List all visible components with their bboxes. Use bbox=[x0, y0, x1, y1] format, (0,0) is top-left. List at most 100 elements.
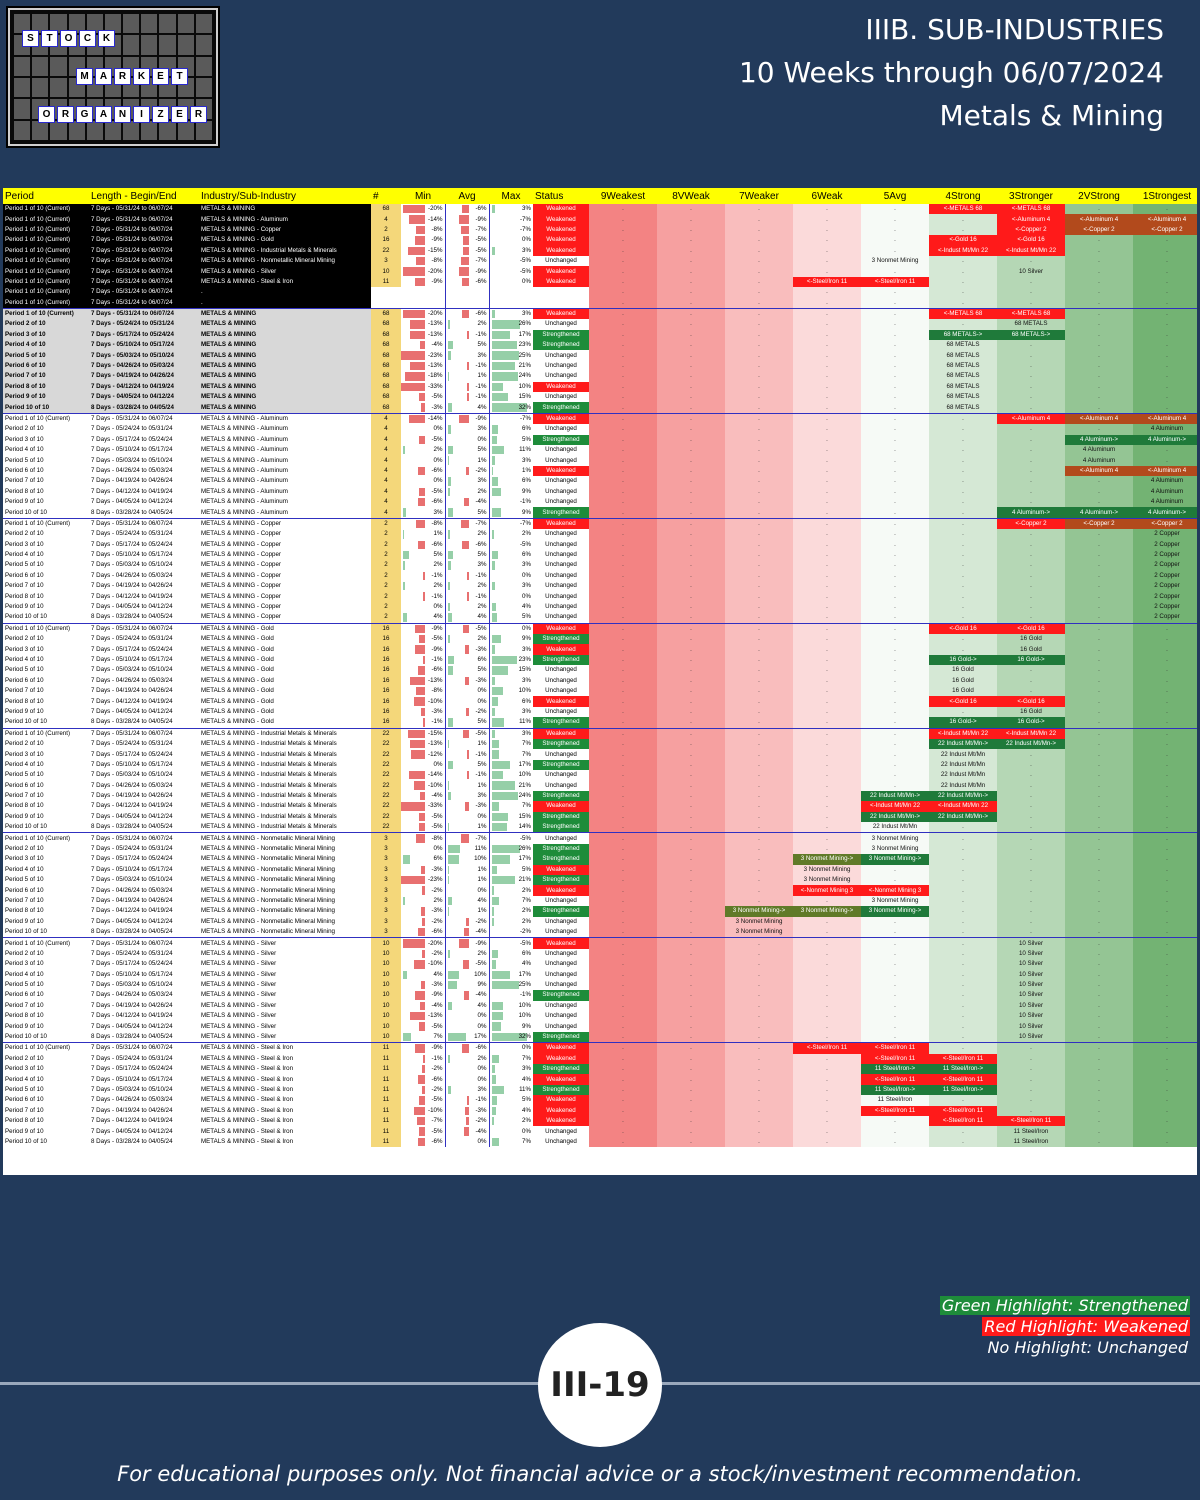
zone-cell-2VStrong: . bbox=[1065, 204, 1133, 215]
zone-cell-2VStrong: <-Aluminum 4 bbox=[1065, 465, 1133, 477]
zone-cell-2VStrong: . bbox=[1065, 948, 1133, 960]
zone-cell-1Strongest: . bbox=[1133, 455, 1197, 466]
zone-cell-5Avg: . bbox=[861, 465, 929, 477]
length-cell: 7 Days - 04/26/24 to 05/03/24 bbox=[91, 571, 173, 579]
zone-cell-5Avg: <-Steel/Iron 11 bbox=[861, 1105, 929, 1116]
min-value: -20% bbox=[428, 205, 443, 213]
zone-cell-4Strong: . bbox=[929, 549, 997, 561]
zone-cell-6Weak: . bbox=[793, 204, 861, 215]
zone-cell-4Strong: . bbox=[929, 854, 997, 865]
min-bar bbox=[414, 645, 425, 654]
zone-cell-3Stronger: <-Gold 16 bbox=[997, 235, 1065, 246]
zone-cell-7Weaker: . bbox=[725, 476, 793, 487]
avg-value: 1% bbox=[477, 907, 487, 915]
max-value: 0% bbox=[522, 277, 531, 285]
avg-cell: 3% bbox=[444, 1084, 489, 1096]
count-cell: 2 bbox=[371, 601, 401, 613]
zone-cell-6Weak: . bbox=[793, 507, 861, 519]
period-cell: Period 6 of 10 bbox=[5, 571, 44, 579]
legend-unchanged: No Highlight: Unchanged bbox=[987, 1338, 1188, 1357]
period-cell: Period 8 of 10 bbox=[5, 1117, 44, 1125]
avg-bar bbox=[447, 487, 450, 496]
zone-cell-3Stronger: 10 Silver bbox=[997, 959, 1065, 970]
zone-cell-8VWeak: . bbox=[657, 906, 725, 917]
industry-cell: METALS & MINING - Copper bbox=[201, 571, 281, 579]
avg-cell: 1% bbox=[444, 780, 489, 791]
column-header: Industry/Sub-Industry bbox=[199, 188, 371, 204]
max-bar bbox=[491, 1012, 503, 1021]
zone-cell-4Strong: 68 METALS bbox=[929, 381, 997, 393]
min-bar bbox=[421, 865, 425, 874]
avg-cell: 2% bbox=[444, 634, 489, 645]
table-row: Period 10 of 10 8 Days - 03/28/24 to 04/0… bbox=[3, 1136, 1197, 1148]
min-cell bbox=[401, 298, 445, 309]
status-cell: Strengthened bbox=[533, 738, 589, 750]
logo-letter: A bbox=[95, 106, 112, 123]
zone-cell-1Strongest: . bbox=[1133, 392, 1197, 403]
avg-bar bbox=[466, 917, 469, 926]
length-cell: 7 Days - 05/10/24 to 05/17/24 bbox=[91, 1075, 173, 1083]
min-value: -2% bbox=[431, 917, 443, 925]
avg-cell: 3% bbox=[444, 424, 489, 435]
max-cell: 10% bbox=[488, 381, 533, 393]
zone-cell-8VWeak: . bbox=[657, 864, 725, 875]
zone-cell-8VWeak: . bbox=[657, 560, 725, 571]
period-cell: Period 5 of 10 bbox=[5, 876, 44, 884]
max-cell: 5% bbox=[488, 434, 533, 445]
legend-weakened: Red Highlight: Weakened bbox=[982, 1317, 1190, 1336]
industry-cell: METALS & MINING bbox=[199, 371, 371, 382]
zone-cell-3Stronger: <-Copper 2 bbox=[997, 224, 1065, 236]
zone-cell-3Stronger: . bbox=[997, 402, 1065, 414]
min-value: -8% bbox=[431, 834, 443, 842]
zone-cell-1Strongest: . bbox=[1133, 1136, 1197, 1148]
zone-cell-1Strongest: . bbox=[1133, 875, 1197, 886]
zone-cell-7Weaker: . bbox=[725, 644, 793, 655]
zone-cell-8VWeak: . bbox=[657, 854, 725, 865]
industry-cell: METALS & MINING - Silver bbox=[201, 981, 277, 989]
table-row: Period 7 of 10 7 Days - 04/19/24 to 04/26… bbox=[3, 581, 1197, 592]
max-value: 3% bbox=[522, 707, 531, 715]
zone-cell-4Strong: . bbox=[929, 1031, 997, 1043]
zone-cell-8VWeak: . bbox=[657, 235, 725, 246]
table-row: Period 3 of 10 7 Days - 05/17/24 to 05/24… bbox=[3, 539, 1197, 550]
max-cell: -7% bbox=[488, 214, 533, 225]
industry-cell: . bbox=[199, 287, 371, 298]
avg-cell: -1% bbox=[444, 749, 489, 760]
zone-cell-5Avg: 11 Steel/Iron-> bbox=[861, 1084, 929, 1096]
zone-cell-8VWeak: . bbox=[657, 350, 725, 361]
zone-cell-5Avg: . bbox=[861, 412, 929, 425]
zone-cell-7Weaker: . bbox=[725, 622, 793, 635]
max-value: 32% bbox=[518, 1033, 531, 1041]
max-cell: 7% bbox=[488, 738, 533, 750]
zone-cell-9Weakest: . bbox=[589, 675, 657, 686]
min-value: -13% bbox=[428, 330, 443, 338]
avg-cell: 5% bbox=[444, 549, 489, 561]
status-cell: Weakened bbox=[533, 622, 589, 635]
min-value: -13% bbox=[428, 1012, 443, 1020]
zone-cell-4Strong: 22 Indust Mt/Mn-> bbox=[929, 738, 997, 750]
status-cell: Unchanged bbox=[545, 981, 577, 989]
table-row: Period 5 of 10 7 Days - 05/03/24 to 05/10… bbox=[3, 875, 1197, 886]
count-cell: 16 bbox=[371, 654, 401, 666]
max-bar bbox=[491, 246, 495, 255]
zone-cell-1Strongest: <-Aluminum 4 bbox=[1133, 465, 1197, 477]
min-value: -6% bbox=[431, 666, 443, 674]
min-bar bbox=[410, 330, 425, 340]
zone-cell-5Avg: 3 Nonmet Mining bbox=[861, 832, 929, 844]
zone-cell-9Weakest: . bbox=[589, 644, 657, 655]
period-cell: Period 1 of 10 (Current) bbox=[3, 727, 89, 739]
max-value: 3% bbox=[522, 205, 531, 213]
max-cell: 10% bbox=[488, 770, 533, 781]
logo-tile bbox=[141, 14, 158, 34]
zone-cell-3Stronger: . bbox=[997, 675, 1065, 686]
table-row: Period 1 of 10 (Current) 7 Days - 05/31/2… bbox=[3, 297, 1197, 309]
column-header: Period bbox=[3, 188, 89, 204]
avg-cell: 5% bbox=[444, 717, 489, 729]
zone-cell-7Weaker: . bbox=[725, 255, 793, 267]
max-value: 0% bbox=[522, 1044, 531, 1052]
zone-cell-1Strongest: . bbox=[1133, 319, 1197, 330]
industry-cell: METALS & MINING - Steel & Iron bbox=[201, 1117, 294, 1125]
status-cell: Unchanged bbox=[545, 750, 577, 758]
min-value: -5% bbox=[431, 812, 443, 820]
